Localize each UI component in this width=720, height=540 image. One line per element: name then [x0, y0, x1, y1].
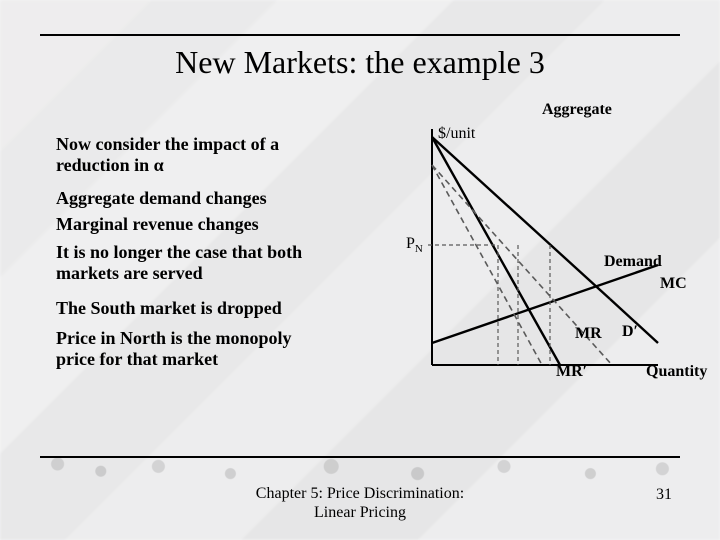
label-dprime: D′: [622, 323, 638, 341]
label-pn-main: P: [406, 235, 415, 252]
bullet-4: It is no longer the case that both marke…: [56, 242, 386, 283]
bullet-1-line1: Now consider the impact of a: [56, 134, 279, 154]
footer-page: 31: [656, 486, 672, 504]
label-mrprime: MR′: [556, 363, 587, 381]
bullet-6: Price in North is the monopoly price for…: [56, 328, 386, 369]
label-y-axis: $/unit: [438, 125, 475, 143]
label-pn-sub: N: [415, 243, 423, 255]
bullet-5: The South market is dropped: [56, 298, 386, 319]
label-mr: MR: [575, 325, 602, 343]
bullet-4-line2: markets are served: [56, 263, 203, 283]
footer-center: Chapter 5: Price Discrimination: Linear …: [0, 485, 720, 522]
bullet-3: Marginal revenue changes: [56, 214, 386, 235]
econ-chart: Aggregate $/unit PN Demand MC MR D′ MR′ …: [390, 105, 690, 415]
bullet-6-line2: price for that market: [56, 349, 218, 369]
footer-line1: Chapter 5: Price Discrimination:: [256, 485, 464, 502]
rule-top: [40, 34, 680, 36]
slide-title: New Markets: the example 3: [0, 44, 720, 81]
rule-bottom: [40, 456, 680, 458]
label-pn: PN: [406, 235, 423, 255]
label-aggregate: Aggregate: [542, 101, 612, 119]
bullet-1-line2: reduction in α: [56, 155, 164, 175]
footer-line2: Linear Pricing: [314, 504, 406, 521]
label-demand: Demand: [604, 253, 662, 271]
bullet-6-line1: Price in North is the monopoly: [56, 328, 292, 348]
bullet-2: Aggregate demand changes: [56, 188, 386, 209]
label-mc: MC: [660, 275, 687, 293]
label-x-axis: Quantity: [646, 363, 707, 381]
bullet-1: Now consider the impact of a reduction i…: [56, 134, 386, 175]
bullet-4-line1: It is no longer the case that both: [56, 242, 302, 262]
